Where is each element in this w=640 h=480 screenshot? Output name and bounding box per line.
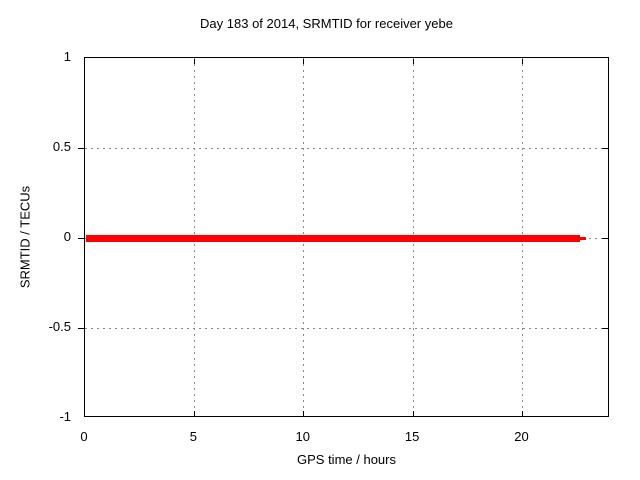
x-tick-top	[303, 59, 305, 64]
x-tick-bottom	[522, 411, 523, 416]
y-tick-label: 0	[63, 229, 71, 244]
y-tick-label: -1	[59, 409, 71, 424]
x-tick-top	[522, 59, 523, 64]
y-tick-left	[78, 147, 85, 149]
data-line-end	[579, 236, 586, 240]
chart-title: Day 183 of 2014, SRMTID for receiver yeb…	[200, 16, 453, 31]
y-tick-label: 0.5	[52, 139, 71, 154]
x-tick-label: 10	[295, 429, 310, 444]
x-tick-label: 15	[404, 429, 420, 444]
y-tick-label: 1	[63, 49, 71, 64]
x-axis-title: GPS time / hours	[297, 452, 396, 467]
x-tick-label: 0	[80, 429, 88, 444]
x-tick-top	[193, 59, 195, 64]
x-tick-bottom	[193, 411, 195, 416]
y-gridline	[85, 147, 608, 149]
x-tick-top	[412, 59, 414, 64]
data-line	[86, 234, 580, 242]
y-tick-left	[78, 327, 85, 329]
x-tick-bottom	[412, 411, 414, 416]
y-tick-label: -0.5	[48, 319, 71, 334]
y-gridline	[85, 327, 608, 329]
x-tick-label: 5	[189, 429, 197, 444]
y-tick-right	[602, 327, 608, 329]
x-tick-label: 20	[514, 429, 529, 444]
x-tick-bottom	[303, 411, 305, 416]
y-tick-right	[602, 147, 608, 149]
plot-area	[78, 57, 609, 417]
y-tick-right	[602, 237, 608, 239]
y-tick-left	[78, 237, 85, 239]
